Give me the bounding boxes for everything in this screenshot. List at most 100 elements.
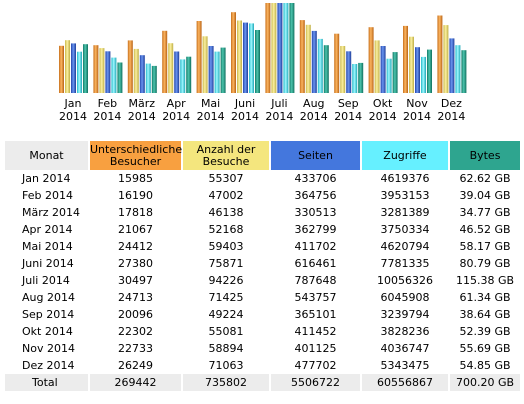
table-cell: 20096 bbox=[89, 306, 183, 323]
table-cell: 47002 bbox=[182, 187, 271, 204]
table-cell: 15985 bbox=[89, 170, 183, 187]
bar-pages-10 bbox=[415, 47, 420, 93]
table-cell: Sep 2014 bbox=[5, 306, 90, 323]
table-cell: 24412 bbox=[89, 238, 183, 255]
table-cell: 38.64 GB bbox=[449, 306, 522, 323]
x-tick-label: 2014 bbox=[300, 110, 328, 123]
table-row: Mai 2014 24412 59403 411702 4620794 58.17 GB bbox=[5, 238, 522, 255]
bar-pages-8 bbox=[346, 51, 352, 93]
table-cell: 364756 bbox=[270, 187, 362, 204]
table-cell: 3281389 bbox=[361, 204, 450, 221]
x-tick-label: Juni bbox=[234, 97, 255, 110]
bar-bytes-11 bbox=[461, 50, 467, 93]
x-tick-label: Okt bbox=[373, 97, 393, 110]
table-row: Feb 2014 16190 47002 364756 3953153 39.04 GB bbox=[5, 187, 522, 204]
x-tick-label: 2014 bbox=[197, 110, 225, 123]
table-cell: 4619376 bbox=[361, 170, 450, 187]
table-cell: Juni 2014 bbox=[5, 255, 90, 272]
table-cell: Jan 2014 bbox=[5, 170, 90, 187]
x-tick-label: Aug bbox=[303, 97, 324, 110]
x-tick-label: 2014 bbox=[59, 110, 87, 123]
table-cell: 362799 bbox=[270, 221, 362, 238]
bar-visitors-1 bbox=[93, 45, 99, 93]
table-cell: 55081 bbox=[182, 323, 271, 340]
bar-visits-4 bbox=[202, 36, 208, 93]
table-cell: 477702 bbox=[270, 357, 362, 374]
x-tick-label: 2014 bbox=[231, 110, 259, 123]
table-cell: 7781335 bbox=[361, 255, 450, 272]
table-cell: 6045908 bbox=[361, 289, 450, 306]
bar-visits-7 bbox=[305, 24, 311, 93]
table-cell: 411452 bbox=[270, 323, 362, 340]
x-tick-label: Apr bbox=[167, 97, 187, 110]
bar-visitors-4 bbox=[196, 21, 202, 93]
table-row: Apr 2014 21067 52168 362799 3750334 46.52 GB bbox=[5, 221, 522, 238]
bar-visits-11 bbox=[443, 25, 449, 94]
bar-visits-1 bbox=[99, 48, 105, 93]
bar-hits-3 bbox=[180, 59, 186, 93]
table-cell: 59403 bbox=[182, 238, 271, 255]
table-cell: 5343475 bbox=[361, 357, 450, 374]
table-cell: 10056326 bbox=[361, 272, 450, 289]
bar-visits-3 bbox=[168, 43, 174, 93]
bar-visits-5 bbox=[237, 20, 242, 93]
bar-bytes-0 bbox=[83, 44, 88, 93]
table-cell: 24713 bbox=[89, 289, 183, 306]
x-tick-label: Mai bbox=[201, 97, 220, 110]
bar-bytes-9 bbox=[392, 52, 398, 93]
total-cell: 735802 bbox=[182, 374, 271, 391]
table-cell: 3239794 bbox=[361, 306, 450, 323]
bar-visitors-7 bbox=[299, 20, 305, 94]
bar-hits-11 bbox=[455, 45, 461, 93]
bar-visitors-2 bbox=[127, 40, 133, 93]
bar-visits-10 bbox=[409, 36, 414, 93]
table-cell: 94226 bbox=[182, 272, 271, 289]
column-header: Seiten bbox=[270, 141, 362, 170]
x-tick-label: Juli bbox=[270, 97, 287, 110]
bar-hits-7 bbox=[317, 38, 323, 93]
bar-hits-2 bbox=[145, 63, 151, 93]
table-cell: 16190 bbox=[89, 187, 183, 204]
table-cell: 401125 bbox=[270, 340, 362, 357]
table-cell: 61.34 GB bbox=[449, 289, 522, 306]
x-tick-label: 2014 bbox=[403, 110, 431, 123]
bar-visits-2 bbox=[133, 48, 139, 93]
bar-pages-0 bbox=[71, 43, 76, 93]
table-cell: 55307 bbox=[182, 170, 271, 187]
column-header: Anzahl der Besuche bbox=[182, 141, 271, 170]
table-cell: 22302 bbox=[89, 323, 183, 340]
bar-bytes-5 bbox=[255, 30, 260, 93]
bar-bytes-8 bbox=[358, 62, 364, 93]
x-tick-label: 2014 bbox=[437, 110, 465, 123]
bar-visitors-11 bbox=[437, 15, 443, 93]
x-tick-label: 2014 bbox=[162, 110, 190, 123]
bar-pages-1 bbox=[105, 51, 111, 93]
bar-pages-9 bbox=[380, 46, 386, 93]
bar-visitors-8 bbox=[334, 33, 340, 93]
table-cell: 52168 bbox=[182, 221, 271, 238]
table-cell: 433706 bbox=[270, 170, 362, 187]
bar-pages-7 bbox=[311, 30, 317, 93]
table-cell: 75871 bbox=[182, 255, 271, 272]
table-cell: 71425 bbox=[182, 289, 271, 306]
table-cell: 115.38 GB bbox=[449, 272, 522, 289]
bar-visitors-5 bbox=[231, 12, 236, 94]
bar-hits-0 bbox=[77, 51, 82, 93]
bar-hits-10 bbox=[421, 56, 426, 93]
table-cell: Mai 2014 bbox=[5, 238, 90, 255]
column-header: Unterschiedliche Besucher bbox=[89, 141, 183, 170]
table-cell: 543757 bbox=[270, 289, 362, 306]
column-header: Zugriffe bbox=[361, 141, 450, 170]
x-tick-label: Jan bbox=[64, 97, 82, 110]
bar-pages-6 bbox=[277, 3, 283, 93]
bar-visitors-0 bbox=[59, 45, 64, 93]
bar-hits-1 bbox=[111, 57, 117, 93]
table-cell: 26249 bbox=[89, 357, 183, 374]
bar-pages-4 bbox=[208, 46, 214, 93]
table-cell: 17818 bbox=[89, 204, 183, 221]
table-cell: Feb 2014 bbox=[5, 187, 90, 204]
table-cell: 4620794 bbox=[361, 238, 450, 255]
x-tick-label: Feb bbox=[98, 97, 117, 110]
table-cell: 58.17 GB bbox=[449, 238, 522, 255]
x-tick-label: Nov bbox=[406, 97, 428, 110]
